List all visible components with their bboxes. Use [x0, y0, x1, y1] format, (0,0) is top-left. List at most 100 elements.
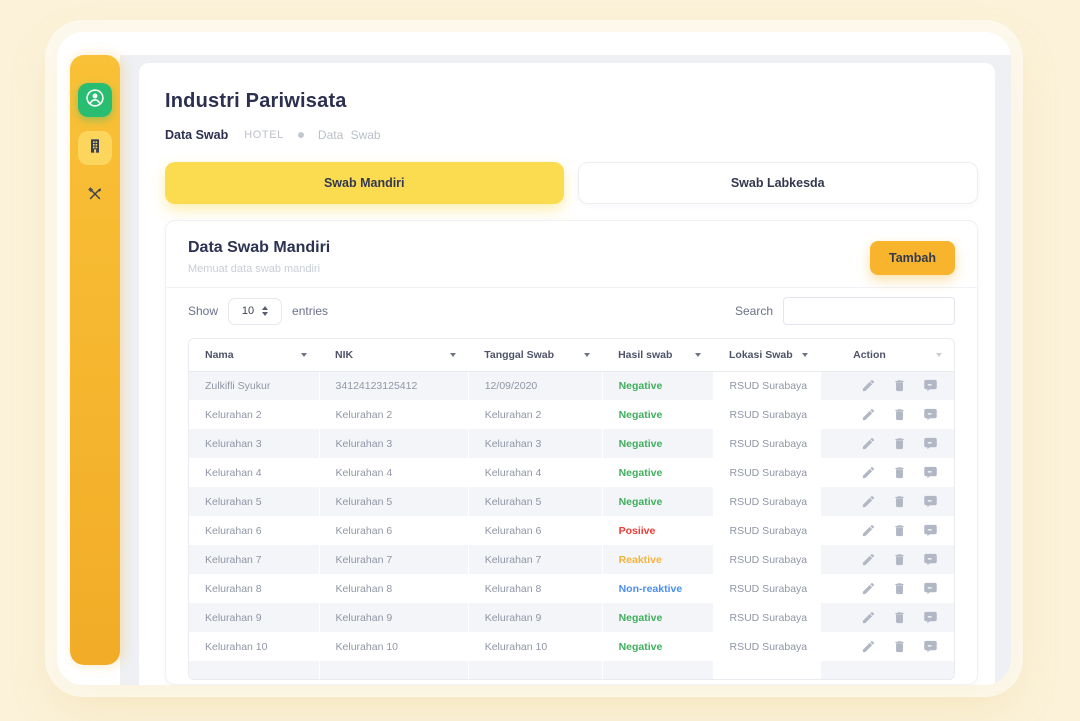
sort-caret-icon[interactable]	[301, 352, 308, 357]
table-row: Kelurahan 3 Kelurahan 3 Kelurahan 3 Negativ…	[189, 429, 954, 458]
nama-cell: Kelurahan 5	[189, 487, 320, 516]
column-header-action[interactable]: Action	[820, 339, 954, 372]
search-input[interactable]	[783, 297, 955, 325]
entries-select[interactable]: 10	[228, 297, 283, 325]
table-controls: Show 10 entries Search	[166, 287, 977, 334]
column-header-nama[interactable]: Nama	[189, 339, 320, 372]
comment-icon[interactable]	[923, 407, 938, 422]
column-header-tanggal-swab[interactable]: Tanggal Swab	[468, 339, 603, 372]
card-title: Data Swab Mandiri	[188, 239, 331, 256]
hasil-cell: Posiive	[602, 516, 714, 545]
tanggal-cell: Kelurahan 3	[468, 429, 603, 458]
tab-swab-mandiri[interactable]: Swab Mandiri	[165, 162, 564, 204]
data-table: Nama NIK Tanggal Swab Hasil swab Lokasi Swab…	[188, 338, 955, 680]
delete-icon[interactable]	[892, 552, 907, 567]
tanggal-cell: Kelurahan 4	[468, 458, 603, 487]
nama-cell: Kelurahan 4	[189, 458, 320, 487]
sort-caret-icon[interactable]	[584, 352, 591, 357]
hasil-cell: Negative	[602, 429, 714, 458]
building-icon	[87, 138, 103, 159]
table-row: Kelurahan 6 Kelurahan 6 Kelurahan 6 Posiive…	[189, 516, 954, 545]
tab-swab-labkesda[interactable]: Swab Labkesda	[577, 162, 978, 204]
card-subtitle: Memuat data swab mandiri	[188, 263, 321, 275]
comment-icon[interactable]	[923, 378, 938, 393]
table-row: Kelurahan 5 Kelurahan 5 Kelurahan 5 Negativ…	[189, 487, 954, 516]
hasil-cell: Non-reaktive	[602, 574, 714, 603]
delete-icon[interactable]	[892, 465, 907, 480]
delete-icon[interactable]	[892, 610, 907, 625]
delete-icon[interactable]	[892, 639, 907, 654]
lokasi-cell: RSUD Surabaya	[713, 603, 821, 632]
comment-icon[interactable]	[923, 639, 938, 654]
comment-icon[interactable]	[923, 436, 938, 451]
spinner-arrows-icon	[262, 306, 269, 316]
edit-icon[interactable]	[861, 407, 876, 422]
delete-icon[interactable]	[892, 378, 907, 393]
data-swab-card: Data Swab Mandiri Memuat data swab mandi…	[165, 220, 978, 685]
lokasi-cell: RSUD Surabaya	[713, 545, 821, 574]
column-label: NIK	[335, 348, 354, 361]
comment-icon[interactable]	[923, 581, 938, 596]
edit-icon[interactable]	[861, 436, 876, 451]
action-cell	[820, 574, 954, 603]
action-cell	[820, 429, 954, 458]
breadcrumb-current: Data Swab	[317, 128, 381, 142]
lokasi-cell: RSUD Surabaya	[713, 487, 821, 516]
sort-caret-icon[interactable]	[695, 352, 702, 357]
tanggal-cell: 12/09/2020	[468, 371, 603, 400]
hasil-cell: Negative	[602, 487, 714, 516]
action-cell	[820, 487, 954, 516]
tanggal-cell: Kelurahan 5	[468, 487, 603, 516]
comment-icon[interactable]	[923, 523, 938, 538]
tab-bar: Swab Mandiri Swab Labkesda	[165, 162, 978, 204]
sidebar-item-profile[interactable]	[78, 83, 112, 117]
tanggal-cell: Kelurahan 6	[468, 516, 603, 545]
table-row: Kelurahan 10 Kelurahan 10 Kelurahan 10 Nega…	[189, 632, 954, 661]
edit-icon[interactable]	[861, 552, 876, 567]
tambah-button[interactable]: Tambah	[870, 241, 955, 275]
edit-icon[interactable]	[861, 378, 876, 393]
comment-icon[interactable]	[923, 610, 938, 625]
delete-icon[interactable]	[892, 436, 907, 451]
table-row: Kelurahan 4 Kelurahan 4 Kelurahan 4 Negativ…	[189, 458, 954, 487]
edit-icon[interactable]	[861, 523, 876, 538]
edit-icon[interactable]	[861, 581, 876, 596]
nik-cell: Kelurahan 2	[319, 400, 469, 429]
comment-icon[interactable]	[923, 465, 938, 480]
sort-caret-icon[interactable]	[936, 352, 942, 357]
hasil-cell: Negative	[602, 400, 714, 429]
action-cell	[820, 516, 954, 545]
main-panel: Industri Pariwisata Data Swab HOTEL Data…	[120, 55, 1011, 685]
action-cell	[820, 545, 954, 574]
breadcrumb-root-link[interactable]: HOTEL	[244, 129, 284, 141]
delete-icon[interactable]	[892, 407, 907, 422]
sidebar	[70, 55, 120, 665]
comment-icon[interactable]	[923, 494, 938, 509]
sidebar-item-restaurant[interactable]	[78, 179, 112, 213]
sidebar-item-hotel[interactable]	[78, 131, 112, 165]
breadcrumb-section: Data Swab	[165, 128, 229, 142]
edit-icon[interactable]	[861, 494, 876, 509]
column-header-lokasi-swab[interactable]: Lokasi Swab	[713, 339, 821, 372]
delete-icon[interactable]	[892, 523, 907, 538]
edit-icon[interactable]	[861, 639, 876, 654]
edit-icon[interactable]	[861, 610, 876, 625]
edit-icon[interactable]	[861, 465, 876, 480]
tanggal-cell: Kelurahan 10	[468, 632, 603, 661]
nik-cell: Kelurahan 4	[319, 458, 469, 487]
column-header-nik[interactable]: NIK	[319, 339, 469, 372]
delete-icon[interactable]	[892, 494, 907, 509]
column-header-hasil-swab[interactable]: Hasil swab	[602, 339, 714, 372]
column-label: Nama	[205, 348, 234, 361]
column-label: Lokasi Swab	[729, 348, 793, 361]
hasil-cell: Negative	[602, 371, 714, 400]
sort-caret-icon[interactable]	[802, 352, 809, 357]
sort-caret-icon[interactable]	[450, 352, 457, 357]
column-label: Tanggal Swab	[484, 348, 555, 361]
column-label: Hasil swab	[618, 348, 673, 361]
lokasi-cell: RSUD Surabaya	[713, 458, 821, 487]
comment-icon[interactable]	[923, 552, 938, 567]
lokasi-cell: RSUD Surabaya	[713, 516, 821, 545]
lokasi-cell: RSUD Surabaya	[713, 632, 821, 661]
delete-icon[interactable]	[892, 581, 907, 596]
